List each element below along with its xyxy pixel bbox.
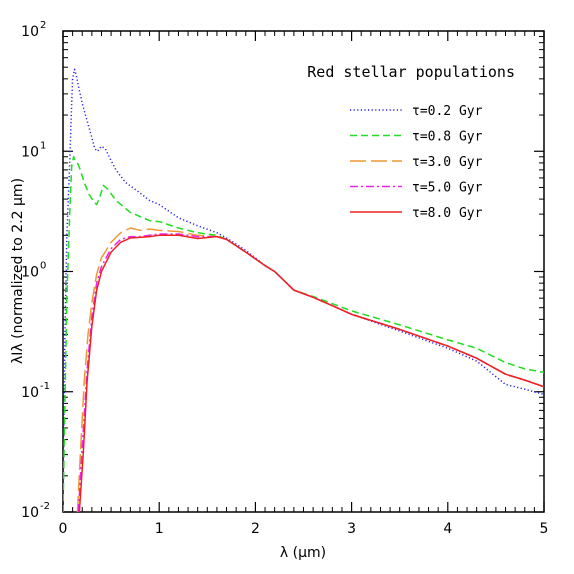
- y-tick-exponent: -1: [40, 381, 50, 392]
- y-tick-label: 10 -1: [21, 381, 50, 401]
- legend-label: τ=5.0 Gyr: [412, 181, 483, 196]
- x-tick-label: 2: [251, 521, 260, 537]
- y-tick-base: 10: [21, 385, 39, 401]
- x-tick-label: 4: [443, 521, 452, 537]
- series-line-2: [63, 156, 544, 512]
- x-tick-label: 1: [155, 521, 164, 537]
- legend-label: τ=3.0 Gyr: [412, 155, 483, 170]
- y-tick-base: 10: [21, 24, 39, 40]
- legend-label: τ=8.0 Gyr: [412, 206, 483, 221]
- legend-label: τ=0.8 Gyr: [412, 130, 483, 145]
- y-tick-label: 10 1: [21, 140, 46, 160]
- series-line-3: [76, 227, 544, 512]
- y-tick-exponent: 2: [40, 20, 46, 31]
- y-axis-label: λIλ (normalized to 2.2 μm): [10, 178, 26, 364]
- y-tick-base: 10: [21, 505, 39, 521]
- y-tick-exponent: 1: [40, 140, 46, 151]
- x-tick-label: 0: [59, 521, 68, 537]
- x-tick-label: 5: [540, 521, 549, 537]
- series-line-5: [78, 234, 544, 512]
- y-tick-exponent: 0: [40, 261, 46, 272]
- y-tick-label: 10 2: [21, 20, 46, 40]
- legend: τ=0.2 Gyr τ=0.8 Gyr τ=3.0 Gyr τ=5.0 Gyr τ=8.…: [350, 104, 483, 221]
- y-tick-label: 10 0: [21, 261, 46, 281]
- x-tick-label: 3: [347, 521, 356, 537]
- y-tick-base: 10: [21, 265, 39, 281]
- series-curves: [63, 68, 544, 512]
- x-axis-label: λ (μm): [280, 545, 326, 561]
- legend-label: τ=0.2 Gyr: [412, 104, 483, 119]
- y-tick-label: 10 -2: [21, 501, 50, 521]
- series-line-4: [77, 233, 544, 512]
- chart-title: Red stellar populations: [307, 63, 515, 81]
- y-tick-exponent: -2: [40, 501, 50, 512]
- y-tick-base: 10: [21, 144, 39, 160]
